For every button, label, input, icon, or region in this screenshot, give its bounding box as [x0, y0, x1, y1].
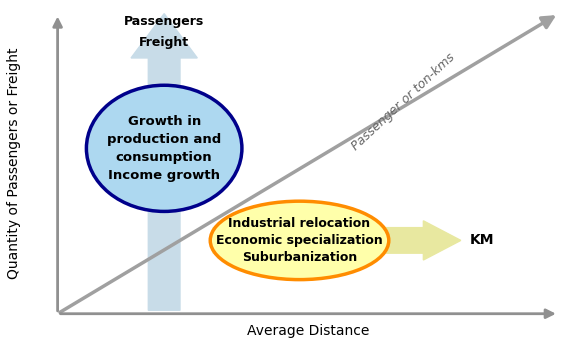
Text: KM: KM: [469, 233, 494, 248]
FancyArrow shape: [131, 14, 197, 310]
Text: Quantity of Passengers or Freight: Quantity of Passengers or Freight: [7, 48, 21, 279]
FancyArrow shape: [213, 221, 461, 260]
Ellipse shape: [210, 201, 389, 280]
Text: Average Distance: Average Distance: [247, 324, 369, 338]
Ellipse shape: [86, 85, 242, 211]
Text: Freight: Freight: [139, 36, 190, 49]
Text: Passengers: Passengers: [124, 15, 204, 28]
Text: Industrial relocation
Economic specialization
Suburbanization: Industrial relocation Economic specializ…: [216, 217, 383, 264]
Text: Growth in
production and
consumption
Income growth: Growth in production and consumption Inc…: [107, 115, 221, 182]
Text: Passenger or ton-kms: Passenger or ton-kms: [349, 51, 457, 153]
